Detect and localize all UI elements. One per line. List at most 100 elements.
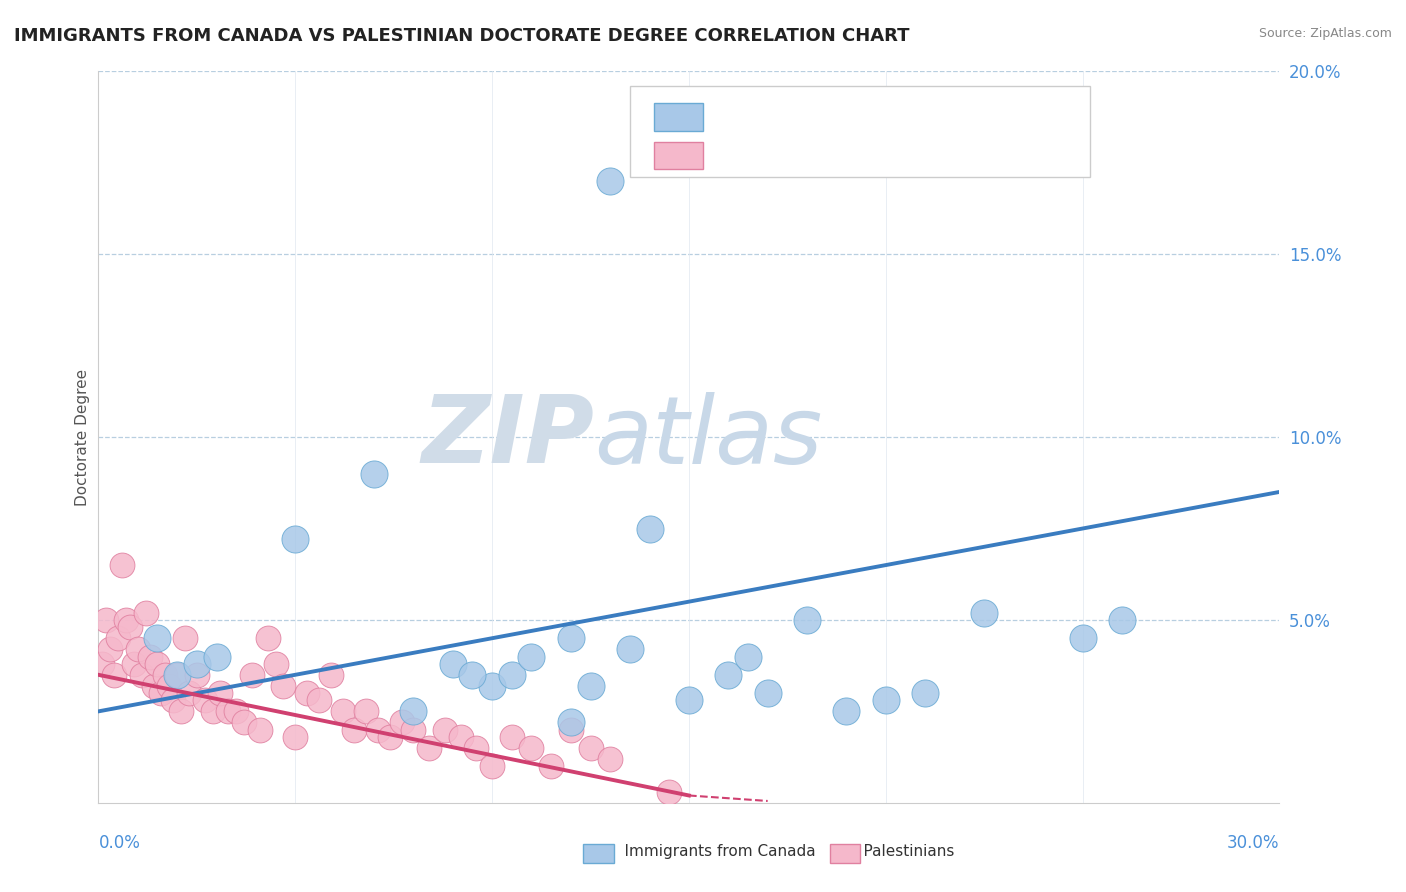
FancyBboxPatch shape (654, 103, 703, 130)
Point (170, 705, 193, 719)
Point (122, 657, 145, 671)
Text: Palestinians: Palestinians (844, 845, 955, 859)
Point (273, 679, 295, 693)
Point (135, 606, 157, 620)
Point (343, 723, 366, 737)
Point (166, 667, 188, 681)
Point (177, 686, 200, 700)
Point (194, 693, 217, 707)
Point (835, 705, 858, 719)
Point (501, 730, 523, 744)
FancyBboxPatch shape (630, 86, 1091, 178)
Point (540, 759, 562, 773)
Point (465, 740, 488, 755)
Point (240, 667, 263, 681)
Point (186, 667, 208, 681)
Point (162, 693, 184, 707)
Point (98, 642, 121, 657)
Text: R =  0.242   N = 29: R = 0.242 N = 29 (721, 108, 911, 126)
Point (209, 686, 232, 700)
Point (138, 649, 160, 664)
Point (146, 632, 169, 646)
Point (599, 174, 621, 188)
Point (115, 613, 138, 627)
Point (402, 723, 425, 737)
Point (205, 649, 228, 664)
Point (1111, 613, 1133, 627)
Point (560, 723, 582, 737)
Point (367, 723, 389, 737)
Point (678, 693, 700, 707)
Point (579, 740, 602, 755)
Point (638, 521, 661, 535)
Point (441, 657, 464, 671)
Point (103, 667, 125, 681)
Point (127, 642, 149, 657)
Point (284, 730, 307, 744)
Point (560, 632, 582, 646)
Point (433, 723, 456, 737)
Point (450, 730, 472, 744)
Point (520, 740, 543, 755)
Point (737, 649, 759, 664)
Point (319, 667, 342, 681)
Point (481, 759, 503, 773)
Point (579, 679, 602, 693)
Point (619, 642, 641, 657)
Point (973, 606, 995, 620)
Point (225, 705, 247, 719)
Point (284, 533, 307, 547)
Point (1071, 632, 1094, 646)
Text: Source: ZipAtlas.com: Source: ZipAtlas.com (1258, 27, 1392, 40)
Point (717, 667, 740, 681)
Text: atlas: atlas (595, 392, 823, 483)
Point (418, 740, 440, 755)
Point (186, 657, 208, 671)
Point (796, 613, 818, 627)
Point (131, 667, 153, 681)
Point (658, 785, 681, 799)
Point (363, 467, 385, 481)
Point (111, 558, 134, 573)
Point (201, 705, 224, 719)
Point (142, 679, 165, 693)
Point (107, 632, 129, 646)
Point (174, 632, 197, 646)
Text: R = -0.370   N = 58: R = -0.370 N = 58 (721, 146, 911, 164)
Point (461, 667, 484, 681)
Point (756, 686, 779, 700)
Point (118, 620, 141, 634)
Text: 30.0%: 30.0% (1227, 834, 1279, 852)
FancyBboxPatch shape (654, 142, 703, 169)
Point (155, 667, 177, 681)
Point (481, 679, 503, 693)
Point (332, 705, 354, 719)
Point (914, 686, 936, 700)
Point (146, 657, 169, 671)
Point (264, 657, 287, 671)
Text: ZIP: ZIP (422, 391, 595, 483)
Point (150, 686, 173, 700)
Point (391, 715, 413, 730)
Point (520, 649, 543, 664)
Point (256, 632, 278, 646)
Y-axis label: Doctorate Degree: Doctorate Degree (75, 368, 90, 506)
Text: Immigrants from Canada: Immigrants from Canada (605, 845, 815, 859)
Point (378, 730, 401, 744)
Point (96, 613, 118, 627)
Point (402, 705, 425, 719)
Text: IMMIGRANTS FROM CANADA VS PALESTINIAN DOCTORATE DEGREE CORRELATION CHART: IMMIGRANTS FROM CANADA VS PALESTINIAN DO… (14, 27, 910, 45)
Point (875, 693, 897, 707)
Point (91, 657, 114, 671)
Text: 0.0%: 0.0% (98, 834, 141, 852)
Point (233, 715, 256, 730)
Point (501, 667, 523, 681)
Point (295, 686, 318, 700)
Point (249, 723, 271, 737)
Point (599, 752, 621, 766)
Point (354, 705, 377, 719)
Point (560, 715, 582, 730)
Point (217, 705, 239, 719)
Point (308, 693, 330, 707)
Point (157, 679, 180, 693)
